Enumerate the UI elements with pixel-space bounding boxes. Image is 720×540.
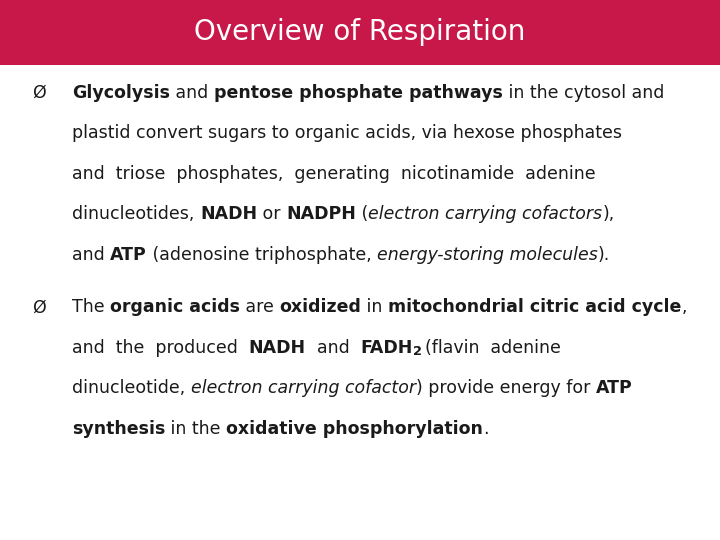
Text: energy-storing molecules: energy-storing molecules (377, 246, 598, 264)
Text: The: The (72, 298, 110, 316)
Text: electron carrying cofactors: electron carrying cofactors (368, 205, 602, 223)
Text: .: . (483, 420, 489, 438)
Text: plastid convert sugars to organic acids, via hexose phosphates: plastid convert sugars to organic acids,… (72, 124, 622, 142)
Text: synthesis: synthesis (72, 420, 166, 438)
Text: ) provide energy for: ) provide energy for (415, 379, 595, 397)
Text: FADH: FADH (361, 339, 413, 357)
Text: in: in (361, 298, 388, 316)
Text: electron carrying cofactor: electron carrying cofactor (191, 379, 415, 397)
Text: ATP: ATP (595, 379, 632, 397)
Text: ).: ). (598, 246, 611, 264)
Text: pentose phosphate pathways: pentose phosphate pathways (214, 84, 503, 102)
Text: or: or (257, 205, 286, 223)
Text: NADPH: NADPH (286, 205, 356, 223)
Text: NADH: NADH (249, 339, 306, 357)
Text: ),: ), (602, 205, 614, 223)
Text: 2: 2 (0, 539, 1, 540)
Text: Overview of Respiration: Overview of Respiration (194, 18, 526, 46)
Text: dinucleotide,: dinucleotide, (72, 379, 191, 397)
Text: oxidized: oxidized (279, 298, 361, 316)
FancyBboxPatch shape (0, 0, 720, 65)
Text: (flavin  adenine: (flavin adenine (414, 339, 561, 357)
Text: in the: in the (166, 420, 226, 438)
Text: and: and (306, 339, 361, 357)
Text: mitochondrial citric acid cycle: mitochondrial citric acid cycle (388, 298, 682, 316)
Text: in the cytosol and: in the cytosol and (503, 84, 664, 102)
Text: Ø: Ø (32, 84, 46, 102)
Text: NADH: NADH (200, 205, 257, 223)
Text: and  triose  phosphates,  generating  nicotinamide  adenine: and triose phosphates, generating nicoti… (72, 165, 595, 183)
Text: and: and (170, 84, 214, 102)
Text: (: ( (356, 205, 368, 223)
Text: and  the  produced: and the produced (72, 339, 249, 357)
Text: Ø: Ø (32, 298, 46, 316)
Text: ATP: ATP (110, 246, 147, 264)
Text: are: are (240, 298, 279, 316)
Text: dinucleotides,: dinucleotides, (72, 205, 200, 223)
Text: and: and (72, 246, 110, 264)
Text: oxidative phosphorylation: oxidative phosphorylation (226, 420, 483, 438)
Text: ,: , (682, 298, 687, 316)
Text: Glycolysis: Glycolysis (72, 84, 170, 102)
Text: 2: 2 (413, 346, 422, 359)
Text: (adenosine triphosphate,: (adenosine triphosphate, (147, 246, 377, 264)
Text: organic acids: organic acids (110, 298, 240, 316)
